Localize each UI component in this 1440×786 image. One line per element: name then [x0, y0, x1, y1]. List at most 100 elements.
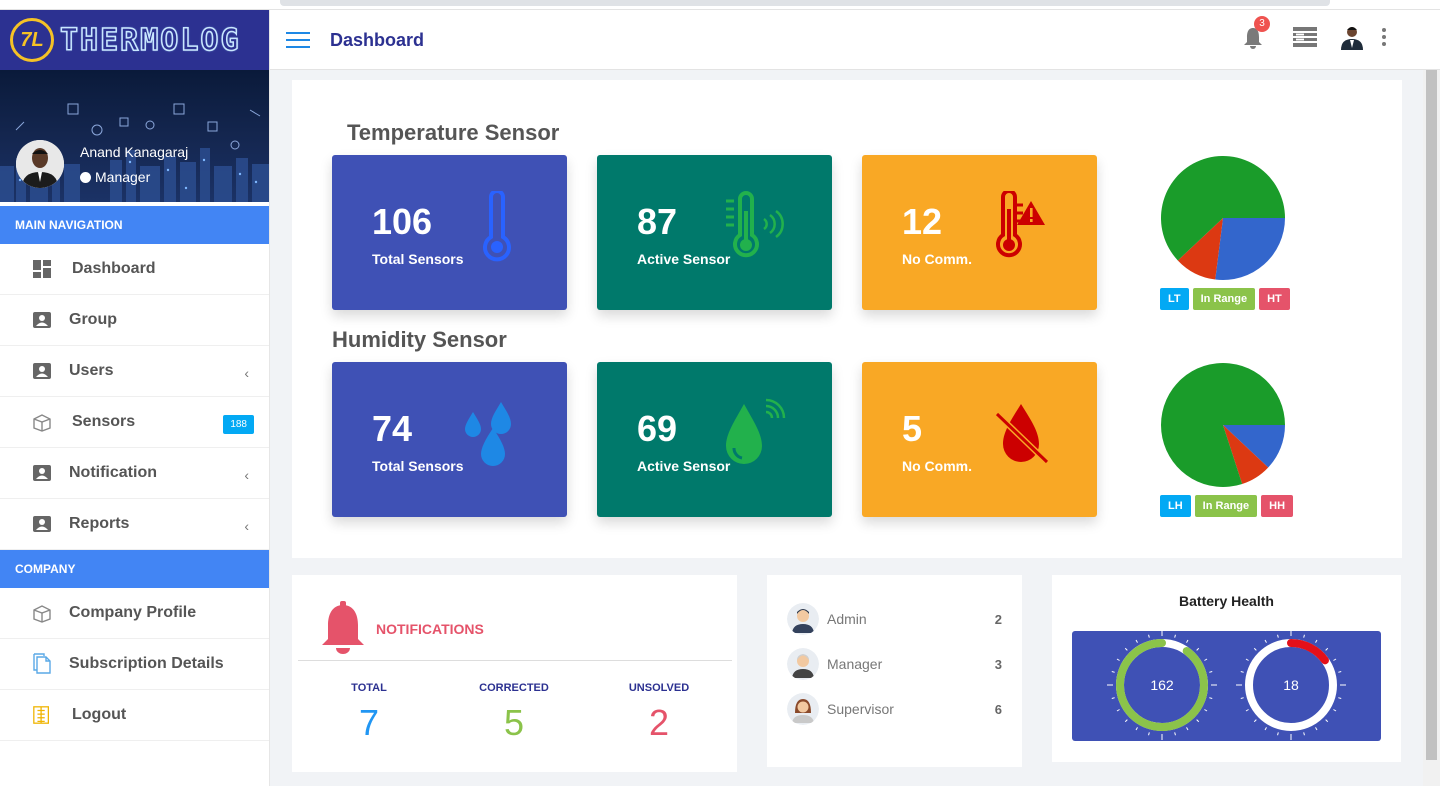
browser-strip: [0, 0, 1440, 10]
profile-role-label: Manager: [95, 169, 151, 185]
sidebar: 7L THERMOLOG: [0, 10, 270, 786]
pie-slice-ht[interactable]: [1177, 218, 1223, 280]
legend-lt: LT: [1160, 288, 1189, 310]
stat-label: Active Sensor: [637, 458, 731, 474]
user-card-icon: [32, 361, 52, 381]
battery-gauge-tick: [1333, 658, 1337, 661]
thermometer-icon: [483, 191, 511, 262]
sidebar-item-reports[interactable]: Reports ‹: [0, 499, 269, 550]
stat-value: 106: [372, 201, 433, 242]
page-scrollbar[interactable]: [1423, 70, 1440, 786]
pie-slice-in-range[interactable]: [1161, 156, 1285, 261]
stat-value: 87: [637, 201, 678, 242]
battery-gauge-tick: [1148, 634, 1150, 638]
battery-gauge-value: 18: [1283, 677, 1299, 693]
sidebar-item-dashboard[interactable]: Dashboard: [0, 244, 269, 295]
legend-in-range: In Range: [1192, 288, 1256, 310]
sidebar-item-users[interactable]: Users ‹: [0, 346, 269, 397]
logout-icon: [32, 705, 52, 725]
box-icon: [32, 412, 52, 432]
stat-value: 5: [902, 408, 923, 449]
user-card-icon: [32, 463, 52, 483]
sidebar-item-logout[interactable]: Logout: [0, 690, 269, 741]
role-name: Admin: [827, 611, 867, 627]
battery-gauge-tick: [1277, 732, 1279, 736]
temp-active-card[interactable]: 87 Active Sensor: [597, 155, 832, 310]
chevron-left-icon: ‹: [244, 467, 249, 483]
user-card-icon: [32, 310, 52, 330]
battery-gauge-tick: [1204, 658, 1208, 661]
legend-ht: HT: [1259, 288, 1290, 310]
sidebar-item-label: Logout: [72, 706, 127, 723]
battery-gauge-tick: [1135, 727, 1138, 731]
battery-gauge-tick: [1116, 709, 1120, 712]
stat-value: 74: [372, 408, 413, 449]
battery-gauge-tick: [1204, 709, 1208, 712]
more-options-icon[interactable]: [1380, 26, 1388, 48]
battery-gauge-tick: [1338, 697, 1342, 699]
app-logo[interactable]: 7L THERMOLOG: [0, 10, 269, 70]
dashboard-icon: [32, 259, 52, 279]
battery-gauge-tick: [1240, 697, 1244, 699]
profile-name: Anand Kanagaraj: [80, 144, 189, 160]
pie-slice-lt[interactable]: [1215, 218, 1285, 280]
pie-slice-in-range[interactable]: [1161, 363, 1285, 487]
battery-gauge-tick: [1253, 719, 1257, 723]
hum-nocomm-card[interactable]: 5 No Comm.: [862, 362, 1097, 517]
legend-in-range: In Range: [1194, 495, 1258, 517]
page-title: Dashboard: [330, 30, 425, 50]
stat-label: Total Sensors: [372, 458, 464, 474]
divider: [298, 660, 732, 661]
menu-toggle-icon[interactable]: [286, 32, 310, 48]
hum-active-card[interactable]: 69 Active Sensor: [597, 362, 832, 517]
sidebar-item-label: Company Profile: [69, 604, 197, 621]
list-view-icon[interactable]: [1293, 27, 1317, 47]
temp-total-card[interactable]: 106 Total Sensors: [332, 155, 567, 310]
battery-gauge-tick: [1135, 639, 1138, 643]
notif-corrected[interactable]: CORRECTED 5: [464, 682, 564, 744]
city-background: [0, 103, 269, 202]
notif-total[interactable]: TOTAL 7: [319, 682, 419, 744]
temperature-legend: LT In Range HT: [1160, 288, 1290, 310]
bell-icon: [322, 601, 364, 654]
chevron-left-icon: ‹: [244, 518, 249, 534]
document-icon: [32, 653, 52, 674]
user-avatar-icon[interactable]: [1340, 24, 1364, 50]
pie-slice-hh[interactable]: [1223, 425, 1269, 484]
role-row-admin[interactable]: Admin 2: [787, 602, 1002, 636]
battery-gauge-tick: [1196, 719, 1200, 723]
temperature-section-title: Temperature Sensor: [347, 120, 560, 145]
battery-gauge-tick: [1245, 709, 1249, 712]
notif-unsolved[interactable]: UNSOLVED 2: [609, 682, 709, 744]
sidebar-item-group[interactable]: Group: [0, 295, 269, 346]
pie-slice-lh[interactable]: [1223, 425, 1285, 468]
battery-gauge-tick: [1315, 727, 1318, 731]
battery-health-card: Battery Health 162 18: [1052, 575, 1401, 762]
temp-nocomm-card[interactable]: 12 No Comm.: [862, 155, 1097, 310]
battery-gauge-tick: [1186, 639, 1189, 643]
sidebar-item-subscription[interactable]: Subscription Details: [0, 639, 269, 690]
bell-icon[interactable]: [1242, 26, 1264, 50]
sidebar-item-notification[interactable]: Notification ‹: [0, 448, 269, 499]
thermometer-warning-icon: [996, 191, 1045, 258]
stat-label: Total Sensors: [372, 251, 464, 267]
notif-unsolved-label: UNSOLVED: [628, 682, 690, 694]
legend-hh: HH: [1261, 495, 1294, 517]
legend-lh: LH: [1160, 495, 1191, 517]
chevron-left-icon: ‹: [244, 365, 249, 381]
battery-gauge-tick: [1240, 671, 1244, 673]
notif-unsolved-value: 2: [648, 702, 670, 743]
battery-gauge-tick: [1325, 647, 1329, 651]
logo-mark: 7L: [10, 18, 54, 62]
humidity-legend: LH In Range HH: [1160, 495, 1294, 517]
battery-gauge-tick: [1148, 732, 1150, 736]
role-row-manager[interactable]: Manager 3: [787, 647, 1002, 681]
hum-total-card[interactable]: 74 Total Sensors: [332, 362, 567, 517]
battery-gauge-arc: [1287, 639, 1329, 665]
battery-gauge-tick: [1264, 639, 1267, 643]
role-row-supervisor[interactable]: Supervisor 6: [787, 692, 1002, 726]
sidebar-item-company-profile[interactable]: Company Profile: [0, 588, 269, 639]
battery-gauge-tick: [1209, 697, 1213, 699]
battery-gauge-tick: [1277, 634, 1279, 638]
sidebar-item-sensors[interactable]: Sensors 188: [0, 397, 269, 448]
